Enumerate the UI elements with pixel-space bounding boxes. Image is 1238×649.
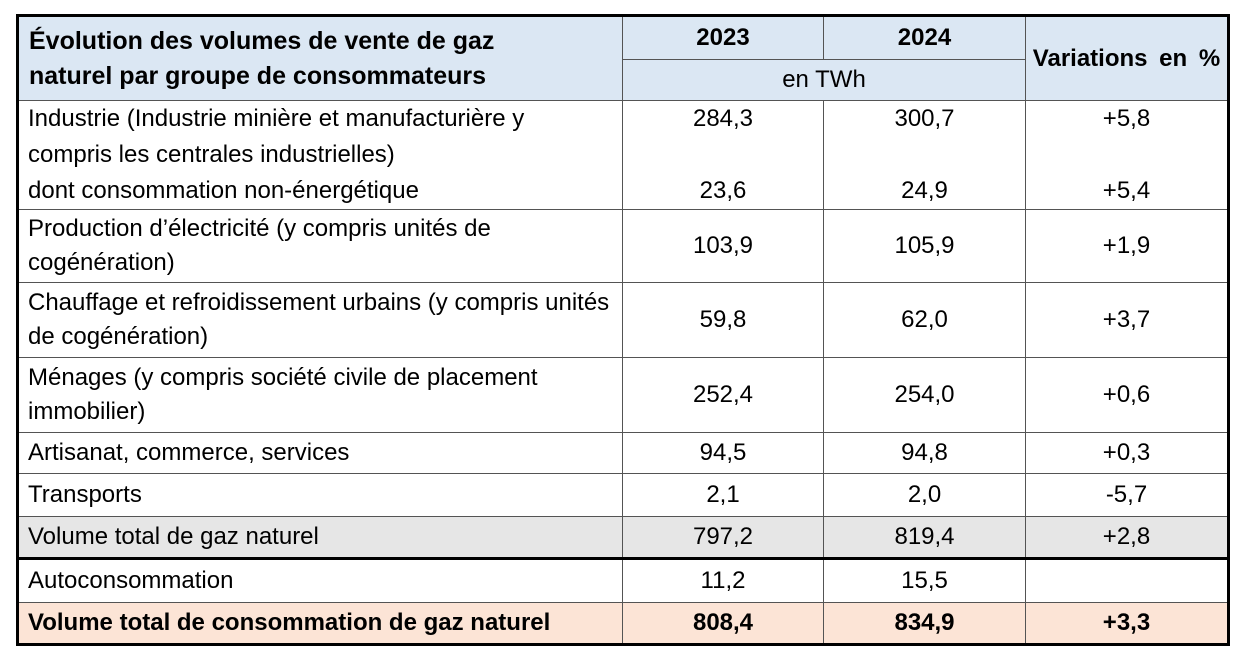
label-industrie: Industrie (Industrie minière et manufact… [17,100,623,210]
unit-label: en TWh [622,59,1026,101]
row-menages: Ménages (y compris société civile de pla… [17,357,1229,433]
cell-industrie-var: +5,8 +5,4 [1025,100,1229,210]
value-industrie-2024: 300,7 [894,105,955,132]
cell-artisanat-2023: 94,5 [622,432,824,474]
label-artisanat: Artisanat, commerce, services [17,432,623,474]
cell-menages-var: +0,6 [1025,357,1229,433]
cell-menages-2024: 254,0 [823,357,1026,433]
cell-total-consommation-2023: 808,4 [622,602,824,645]
cell-chauffage-var: +3,7 [1025,282,1229,358]
value-industrie-2023: 284,3 [692,105,754,132]
row-chauffage: Chauffage et refroidissement urbains (y … [17,282,1229,358]
row-volume-total-gaz: Volume total de gaz naturel 797,2 819,4 … [17,516,1229,560]
value-industrie-sub-var: +5,4 [1102,177,1151,204]
row-autoconsommation: Autoconsommation 11,2 15,5 [17,558,1229,603]
label-volume-total-gaz: Volume total de gaz naturel [17,516,623,560]
cell-transports-2024: 2,0 [823,473,1026,517]
cell-electricite-2023: 103,9 [622,209,824,283]
row-industrie: Industrie (Industrie minière et manufact… [17,100,1229,210]
label-industrie-sub: dont consommation non-énergétique [28,177,419,204]
header-row-years: Évolution des volumes de vente de gaz na… [17,15,1229,101]
label-menages: Ménages (y compris société civile de pla… [17,357,623,433]
gas-sales-table: Évolution des volumes de vente de gaz na… [16,14,1230,646]
table-title-line2: naturel par groupe de consommateurs [29,61,487,90]
cell-total-consommation-2024: 834,9 [823,602,1026,645]
row-production-electricite: Production d’électricité (y compris unit… [17,209,1229,283]
table-title-line1: Évolution des volumes de vente de gaz [29,26,495,55]
column-header-2024: 2024 [823,15,1026,60]
cell-autoconsommation-2023: 11,2 [622,558,824,603]
cell-electricite-var: +1,9 [1025,209,1229,283]
cell-autoconsommation-2024: 15,5 [823,558,1026,603]
label-volume-total-consommation: Volume total de consommation de gaz natu… [17,602,623,645]
cell-industrie-2024: 300,7 24,9 [823,100,1026,210]
row-artisanat: Artisanat, commerce, services 94,5 94,8 … [17,432,1229,474]
row-transports: Transports 2,1 2,0 -5,7 [17,473,1229,517]
cell-autoconsommation-var [1025,558,1229,603]
label-autoconsommation: Autoconsommation [17,558,623,603]
value-industrie-sub-2024: 24,9 [901,177,948,204]
cell-volume-total-2024: 819,4 [823,516,1026,560]
cell-total-consommation-var: +3,3 [1025,602,1229,645]
table-title: Évolution des volumes de vente de gaz na… [17,15,623,101]
label-chauffage: Chauffage et refroidissement urbains (y … [17,282,623,358]
cell-menages-2023: 252,4 [622,357,824,433]
row-volume-total-consommation: Volume total de consommation de gaz natu… [17,602,1229,645]
value-industrie-var: +5,8 [1102,105,1151,132]
cell-artisanat-2024: 94,8 [823,432,1026,474]
label-production-electricite: Production d’électricité (y compris unit… [17,209,623,283]
column-header-variations: Variations en % [1025,15,1229,101]
cell-electricite-2024: 105,9 [823,209,1026,283]
cell-chauffage-2024: 62,0 [823,282,1026,358]
cell-volume-total-2023: 797,2 [622,516,824,560]
column-header-2023: 2023 [622,15,824,60]
cell-transports-var: -5,7 [1025,473,1229,517]
value-industrie-sub-2023: 23,6 [699,177,747,204]
cell-artisanat-var: +0,3 [1025,432,1229,474]
cell-industrie-2023: 284,3 23,6 [622,100,824,210]
cell-transports-2023: 2,1 [622,473,824,517]
label-industrie-main: Industrie (Industrie minière et manufact… [28,105,525,168]
cell-volume-total-var: +2,8 [1025,516,1229,560]
label-transports: Transports [17,473,623,517]
cell-chauffage-2023: 59,8 [622,282,824,358]
